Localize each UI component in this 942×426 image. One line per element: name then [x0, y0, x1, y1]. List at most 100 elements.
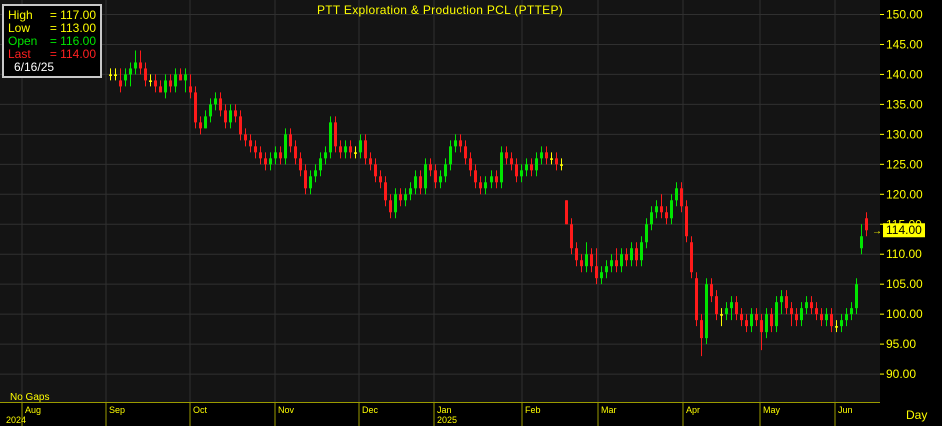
- candle-body: [469, 158, 472, 171]
- candle: [299, 152, 302, 177]
- candle-body: [124, 74, 127, 81]
- candle: [374, 158, 377, 183]
- candle-body: [585, 254, 588, 267]
- candle: [860, 224, 863, 255]
- candle: [745, 314, 748, 333]
- no-gaps-label: No Gaps: [10, 392, 50, 403]
- candle: [785, 290, 788, 315]
- candle: [535, 152, 538, 177]
- candle: [630, 242, 633, 267]
- candle: [339, 140, 342, 159]
- candle-body: [479, 182, 482, 189]
- candle-body: [800, 308, 803, 321]
- candle-body: [650, 212, 653, 225]
- candle-body: [369, 158, 372, 165]
- candle: [324, 146, 327, 165]
- candle: [344, 140, 347, 159]
- candle-body: [464, 146, 467, 159]
- candle: [424, 158, 427, 195]
- period-label[interactable]: Day: [906, 408, 928, 422]
- year-label: 2025: [437, 415, 457, 425]
- x-tick-label: Sep: [109, 405, 125, 415]
- candle: [500, 146, 503, 189]
- candle-body: [745, 320, 748, 327]
- high-row: High = 117.00: [8, 9, 96, 22]
- last-value: = 114.00: [49, 47, 96, 61]
- candle-body: [580, 260, 583, 267]
- candle: [695, 272, 698, 327]
- candle-body: [249, 140, 252, 147]
- candle-body: [840, 320, 843, 327]
- candle-body: [449, 146, 452, 165]
- candle-body: [670, 200, 673, 219]
- candle: [685, 200, 688, 243]
- candle-body: [805, 302, 808, 309]
- candle: [149, 74, 152, 87]
- x-axis-panel: [0, 402, 880, 426]
- chart-title: PTT Exploration & Production PCL (PTTEP): [316, 3, 564, 17]
- candle: [580, 254, 583, 273]
- candle: [710, 278, 713, 303]
- candle-body: [194, 92, 197, 123]
- candle: [600, 266, 603, 285]
- candle: [354, 146, 357, 159]
- candle-body: [139, 62, 142, 69]
- candle: [429, 158, 432, 177]
- candle-body: [765, 314, 768, 333]
- candle: [690, 236, 693, 279]
- candle: [825, 308, 828, 327]
- candle-body: [675, 188, 678, 201]
- candle: [725, 302, 728, 321]
- candle-body: [755, 314, 758, 321]
- candle: [660, 194, 663, 219]
- x-tick-label: Jun: [838, 405, 853, 415]
- candle: [755, 308, 758, 327]
- candle: [655, 200, 658, 219]
- candle-body: [289, 134, 292, 147]
- x-tick-label: Aug: [25, 405, 41, 415]
- candle-body: [565, 200, 568, 225]
- candle: [119, 68, 122, 93]
- candle-body: [179, 74, 182, 81]
- candle-body: [490, 176, 493, 183]
- candle: [244, 128, 247, 147]
- candle-body: [630, 248, 633, 261]
- candle: [815, 302, 818, 321]
- candle: [329, 116, 332, 159]
- candle: [855, 278, 858, 315]
- candle-body: [545, 152, 548, 159]
- plot-area: [0, 0, 880, 402]
- candle: [635, 242, 638, 267]
- candle: [289, 128, 292, 153]
- candle-body: [520, 170, 523, 177]
- year-label: 2024: [6, 415, 26, 425]
- candle: [199, 116, 202, 135]
- candle-body: [404, 194, 407, 201]
- candle-body: [555, 158, 558, 165]
- candle: [394, 188, 397, 219]
- candle-body: [780, 296, 783, 303]
- candle-body: [850, 308, 853, 315]
- candle: [224, 104, 227, 129]
- y-tick-label: 150.00: [886, 8, 923, 22]
- candle-body: [865, 218, 868, 231]
- candle-body: [299, 158, 302, 171]
- candle-body: [740, 314, 743, 321]
- candle: [665, 206, 668, 225]
- candle: [515, 158, 518, 183]
- y-tick-label: 130.00: [886, 127, 923, 141]
- candle: [284, 128, 287, 165]
- candle: [239, 110, 242, 141]
- candle-body: [419, 176, 422, 189]
- candle: [319, 152, 322, 177]
- candle: [144, 62, 147, 87]
- candle-body: [710, 284, 713, 297]
- candle-body: [114, 74, 117, 76]
- last-price-box: [883, 223, 925, 238]
- candle-body: [389, 200, 392, 213]
- candle: [169, 74, 172, 93]
- candle-body: [550, 158, 553, 160]
- candle: [259, 146, 262, 165]
- candle-body: [204, 116, 207, 129]
